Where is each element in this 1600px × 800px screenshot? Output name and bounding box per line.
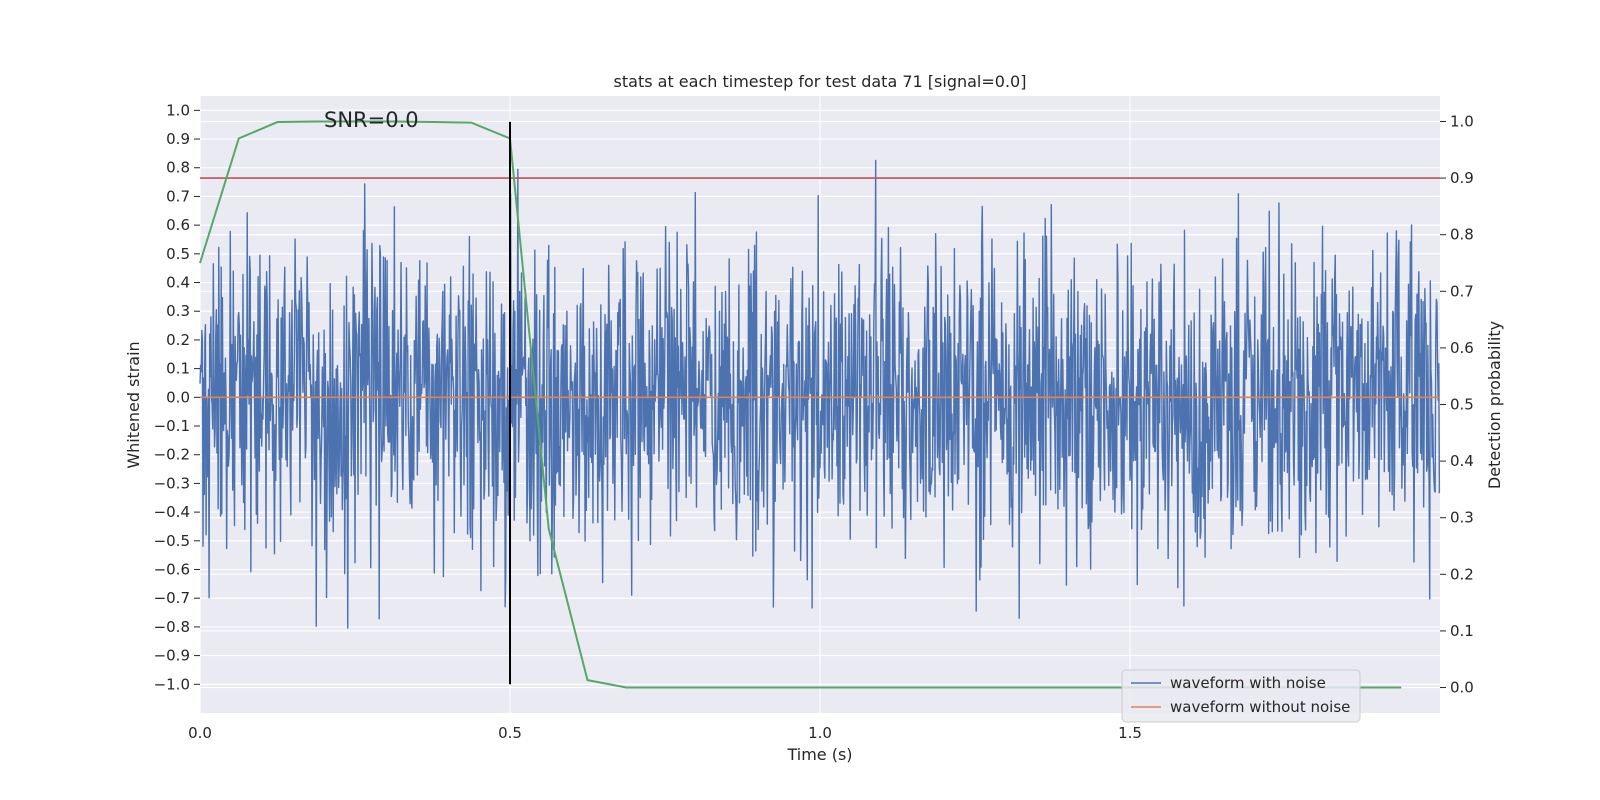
chart-title: stats at each timestep for test data 71 … (614, 72, 1027, 91)
y-tick-label: 0.8 (166, 159, 190, 177)
y-tick-label: 1.0 (166, 101, 190, 119)
y-right-tick-label: 0.2 (1450, 565, 1474, 583)
y-tick-label: −0.2 (154, 446, 190, 464)
x-tick-label: 1.5 (1118, 724, 1142, 742)
y-tick-label: −0.4 (154, 503, 190, 521)
legend-label-clean: waveform without noise (1170, 698, 1350, 716)
y-right-tick-label: 0.6 (1450, 339, 1474, 357)
y-right-tick-label: 0.9 (1450, 169, 1474, 187)
y-tick-label: −0.5 (154, 532, 190, 550)
y-axis-label: Whitened strain (124, 341, 143, 468)
y-tick-label: 0.9 (166, 130, 190, 148)
x-tick-label: 0.0 (188, 724, 212, 742)
y-tick-label: 0.4 (166, 274, 190, 292)
y-tick-label: 0.1 (166, 360, 190, 378)
y-tick-label: −0.7 (154, 589, 190, 607)
y-tick-label: 0.7 (166, 187, 190, 205)
legend-label-noise: waveform with noise (1170, 674, 1326, 692)
legend: waveform with noise waveform without noi… (1121, 669, 1361, 723)
y-right-axis-label: Detection probability (1485, 321, 1504, 489)
y-right-tick-label: 0.1 (1450, 622, 1474, 640)
y-tick-label: 0.0 (166, 388, 190, 406)
y-tick-label: 0.6 (166, 216, 190, 234)
y-right-tick-label: 1.0 (1450, 112, 1474, 130)
y-tick-label: −0.6 (154, 561, 190, 579)
y-right-tick-label: 0.5 (1450, 396, 1474, 414)
x-tick-label: 0.5 (498, 724, 522, 742)
y-right-tick-label: 0.4 (1450, 452, 1474, 470)
x-tick-label: 1.0 (808, 724, 832, 742)
y-tick-label: −0.8 (154, 618, 190, 636)
y-right-tick-label: 0.7 (1450, 282, 1474, 300)
y-tick-label: 0.2 (166, 331, 190, 349)
y-tick-label: 0.3 (166, 302, 190, 320)
x-axis-label: Time (s) (786, 745, 852, 764)
y-tick-label: 0.5 (166, 245, 190, 263)
y-tick-label: −0.3 (154, 474, 190, 492)
snr-annotation: SNR=0.0 (324, 108, 419, 132)
series-line-waveform-with-noise (199, 159, 1441, 629)
y-right-tick-label: 0.8 (1450, 226, 1474, 244)
noise-series-layer (199, 159, 1441, 629)
y-tick-label: −0.9 (154, 647, 190, 665)
tick-labels: 1.0 0.9 0.8 0.7 0.6 0.5 0.4 0.3 0.2 0.1 0.0 −0.1 −0.… (154, 101, 1474, 742)
y-right-tick-label: 0.0 (1450, 679, 1474, 697)
y-tick-label: −0.1 (154, 417, 190, 435)
y-tick-label: −1.0 (154, 675, 190, 693)
legend-box (1121, 669, 1361, 723)
y-right-tick-label: 0.3 (1450, 509, 1474, 527)
